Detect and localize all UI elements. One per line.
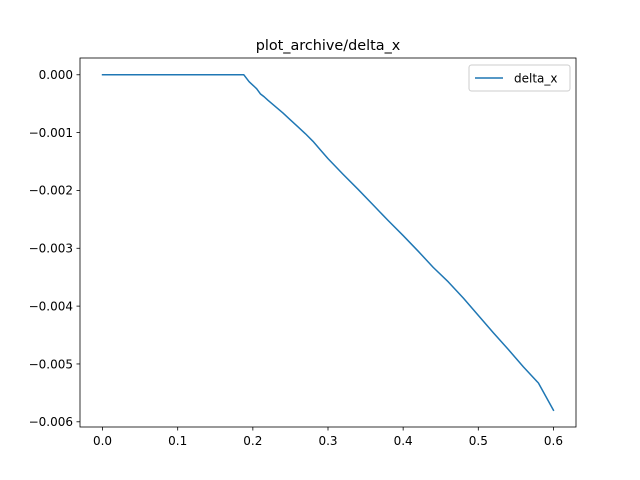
legend-label: delta_x: [514, 72, 558, 86]
y-tick-label: −0.004: [29, 299, 73, 313]
x-tick-label: 0.0: [93, 434, 112, 448]
axes: 0.0 0.1 0.2 0.3 0.4 0.5 0.6 0.000 −0.001 −0.002 −0…: [29, 57, 577, 448]
y-tick-label: −0.003: [29, 242, 73, 256]
chart-title: plot_archive/delta_x: [256, 38, 401, 54]
y-tick-label: −0.001: [29, 126, 73, 140]
y-tick-label: −0.006: [29, 415, 73, 429]
x-tick-label: 0.2: [243, 434, 262, 448]
y-tick-label: −0.005: [29, 357, 73, 371]
x-tick-label: 0.6: [544, 434, 563, 448]
x-tick-label: 0.1: [168, 434, 187, 448]
series-line-delta_x: [101, 74, 555, 412]
y-tick-label: −0.002: [29, 184, 73, 198]
x-tick-label: 0.5: [469, 434, 488, 448]
x-tick-label: 0.4: [394, 434, 413, 448]
legend-box: [468, 64, 571, 92]
y-tick-label: 0.000: [39, 68, 73, 82]
legend: delta_x: [468, 64, 571, 92]
plot-area: [101, 74, 555, 412]
x-tick-label: 0.3: [318, 434, 337, 448]
